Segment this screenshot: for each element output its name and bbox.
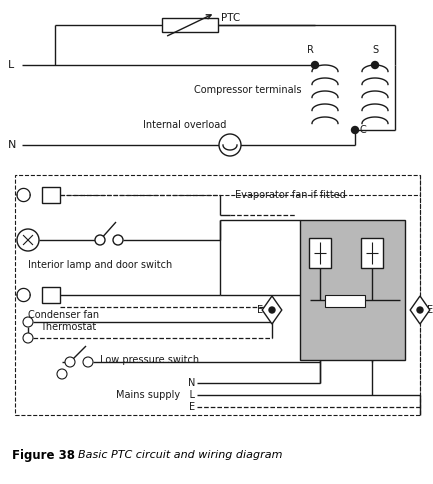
- Text: Mains supply   L: Mains supply L: [116, 390, 195, 400]
- Text: Evaporator fan if fitted: Evaporator fan if fitted: [235, 190, 346, 200]
- Circle shape: [372, 61, 378, 69]
- Polygon shape: [262, 296, 282, 324]
- Bar: [300, 220, 405, 360]
- Circle shape: [83, 357, 93, 367]
- Bar: [15, 175, 420, 415]
- Text: PTC: PTC: [221, 13, 240, 23]
- Text: Compressor terminals: Compressor terminals: [194, 85, 302, 95]
- Bar: [309, 238, 331, 268]
- Text: E: E: [427, 305, 433, 315]
- Circle shape: [65, 357, 75, 367]
- Text: E: E: [189, 402, 195, 412]
- Text: R: R: [307, 45, 313, 55]
- Circle shape: [352, 126, 359, 134]
- Bar: [42, 287, 60, 303]
- Text: Figure 38: Figure 38: [12, 449, 75, 462]
- Bar: [42, 187, 60, 203]
- Bar: [325, 295, 365, 307]
- Circle shape: [23, 333, 33, 343]
- Circle shape: [269, 307, 275, 313]
- Bar: [361, 238, 383, 268]
- Polygon shape: [410, 296, 430, 324]
- Circle shape: [23, 317, 33, 327]
- Text: C: C: [360, 125, 367, 135]
- Text: Low pressure switch: Low pressure switch: [100, 355, 199, 365]
- Circle shape: [95, 235, 105, 245]
- Text: N: N: [187, 378, 195, 388]
- Text: Condenser fan: Condenser fan: [28, 310, 99, 320]
- Text: Basic PTC circuit and wiring diagram: Basic PTC circuit and wiring diagram: [78, 450, 282, 460]
- Circle shape: [219, 134, 241, 156]
- Circle shape: [17, 229, 39, 251]
- Text: S: S: [372, 45, 378, 55]
- Text: Thermostat: Thermostat: [40, 322, 96, 332]
- Text: Internal overload: Internal overload: [143, 120, 227, 130]
- Text: Interior lamp and door switch: Interior lamp and door switch: [28, 260, 172, 270]
- Circle shape: [57, 369, 67, 379]
- Circle shape: [113, 235, 123, 245]
- Circle shape: [417, 307, 423, 313]
- Bar: [162, 18, 218, 32]
- Text: L: L: [8, 60, 14, 70]
- Circle shape: [311, 61, 319, 69]
- Text: N: N: [8, 140, 16, 150]
- Text: E: E: [257, 305, 263, 315]
